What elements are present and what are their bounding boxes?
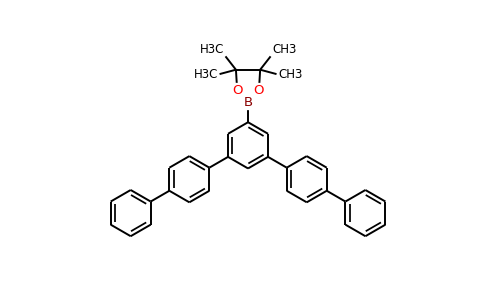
Text: O: O <box>232 83 242 97</box>
Text: B: B <box>243 97 253 110</box>
Text: H3C: H3C <box>199 43 224 56</box>
Text: CH3: CH3 <box>278 68 302 81</box>
Text: H3C: H3C <box>194 68 218 81</box>
Text: CH3: CH3 <box>272 43 297 56</box>
Text: O: O <box>254 83 264 97</box>
